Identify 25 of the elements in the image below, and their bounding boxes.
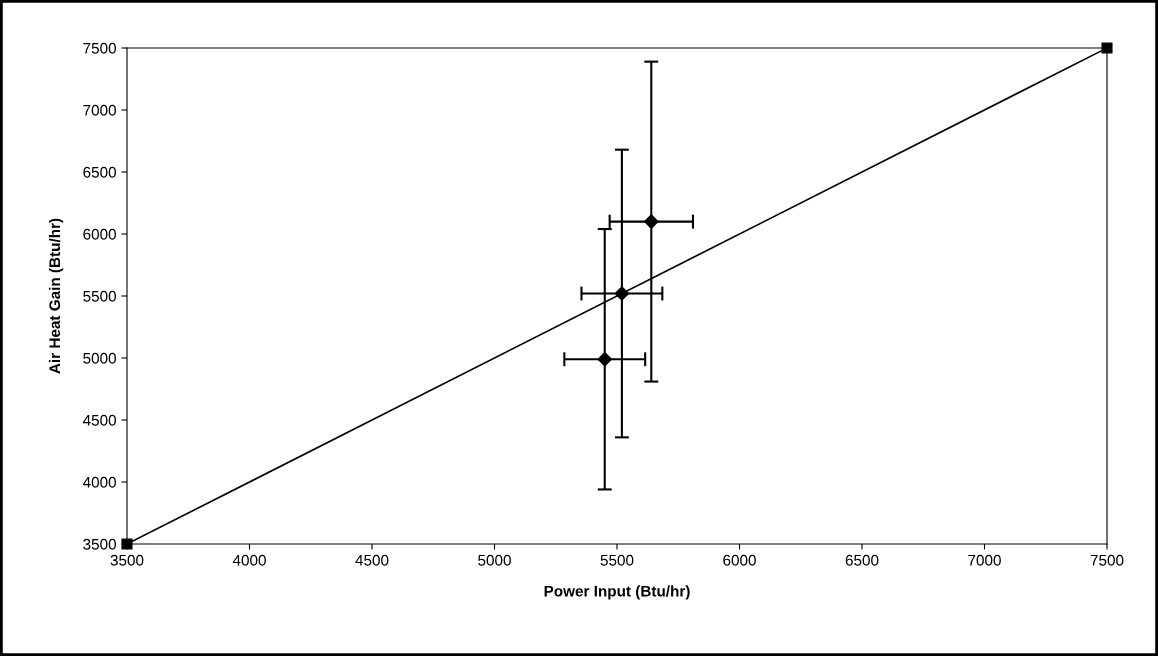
y-tick-label: 4500 xyxy=(82,414,116,426)
x-tick-label: 7500 xyxy=(1090,554,1124,566)
point xyxy=(121,538,133,550)
y-axis-title: Air Heat Gain (Btu/hr) xyxy=(48,218,64,374)
x-tick-label: 5500 xyxy=(600,554,634,566)
y-tick-label: 7500 xyxy=(83,42,116,54)
y-tick-label: 6500 xyxy=(83,166,116,178)
x-axis-title: Power Input (Btu/hr) xyxy=(544,585,690,600)
y-tick-label: 4000 xyxy=(82,476,116,488)
y-tick-label: 6000 xyxy=(83,228,116,240)
point xyxy=(597,351,613,367)
x-tick-label: 5000 xyxy=(478,554,511,566)
y-tick-label: 5000 xyxy=(83,352,116,364)
x-tick-label: 4000 xyxy=(232,554,266,566)
x-tick-label: 6000 xyxy=(723,554,756,566)
x-tick-label: 4500 xyxy=(355,554,389,566)
x-tick-label: 6500 xyxy=(845,554,879,566)
x-tick-label: 3500 xyxy=(110,554,144,566)
x-tick-label: 7000 xyxy=(968,554,1001,566)
point xyxy=(1101,42,1113,54)
y-tick-label: 7000 xyxy=(83,104,116,116)
point xyxy=(614,286,630,301)
y-tick-label: 3500 xyxy=(83,538,116,550)
y-tick-label: 5500 xyxy=(83,290,116,302)
point xyxy=(644,214,659,229)
